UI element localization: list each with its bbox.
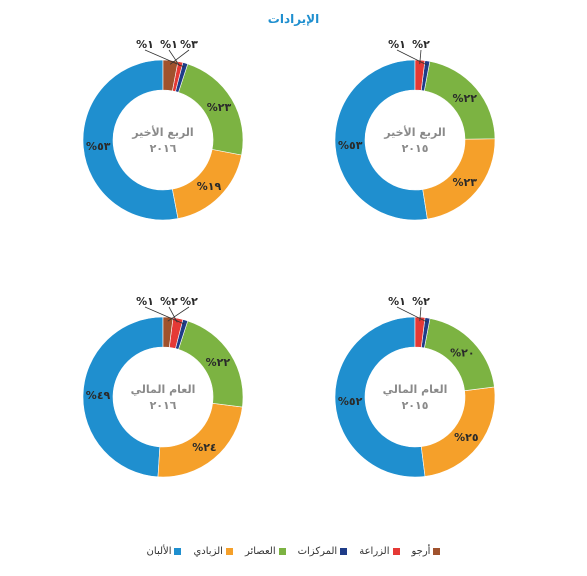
pct-label-fy-2016-3: %١ [136, 295, 154, 308]
pct-label-fy-2015-1: %٢٥ [454, 431, 479, 444]
legend-swatch-2 [278, 548, 286, 555]
legend-label-3: المركزات [297, 546, 338, 557]
center-year-q4-2016: ٢٠١٦ [150, 142, 177, 155]
pct-label-fy-2016-2: %٢٢ [206, 356, 231, 369]
center-year-q4-2015: ٢٠١٥ [402, 142, 429, 155]
pct-label-q4-2016-5: %٣ [180, 38, 198, 51]
leader-line-fy-2015-3 [396, 306, 428, 323]
legend: الألبان الزبادي العصائر المركزات الزراعة أرجو [0, 546, 587, 557]
leader-line-q4-2016-3 [144, 49, 185, 68]
legend-item-5: أرجو [412, 546, 441, 557]
legend-swatch-4 [392, 548, 400, 555]
legend-label-1: الزبادي [193, 546, 223, 557]
donut-fy-2016: %٤٩ %٢٤ %٢٢ %١ %٢ %٢ العام المالي ٢٠١٦ [82, 295, 244, 478]
center-label-q4-2015: الربع الأخير [383, 125, 445, 139]
leader-line-fy-2016-5 [167, 306, 190, 322]
legend-item-4: الزراعة [359, 546, 400, 557]
leader-line-q4-2016-5 [169, 49, 190, 65]
legend-item-0: الألبان [147, 546, 182, 557]
pct-label-q4-2015-2: %٢٢ [452, 92, 477, 105]
leader-line-q4-2015-3 [396, 49, 427, 66]
legend-swatch-3 [340, 548, 348, 555]
legend-item-1: الزبادي [193, 546, 233, 557]
legend-label-5: أرجو [411, 546, 431, 557]
pct-label-q4-2016-2: %٢٣ [207, 101, 232, 114]
legend-item-2: العصائر [245, 546, 286, 557]
pct-label-fy-2016-0: %٤٩ [86, 389, 111, 402]
center-year-fy-2016: ٢٠١٦ [150, 399, 177, 412]
legend-swatch-1 [225, 548, 233, 555]
legend-swatch-5 [433, 548, 441, 555]
pct-label-q4-2016-1: %١٩ [197, 180, 222, 193]
pct-label-fy-2015-0: %٥٢ [338, 395, 363, 408]
donut-slice-q4-2016-0 [82, 59, 179, 221]
donut-q4-2015: %٥٣ %٢٣ %٢٢ %١ %٢ الربع الأخير ٢٠١٥ [334, 38, 496, 221]
donut-slice-fy-2015-4 [414, 316, 426, 348]
pct-label-fy-2015-3: %١ [388, 295, 406, 308]
leader-line-fy-2016-4 [168, 306, 178, 323]
donut-slice-q4-2015-4 [414, 59, 426, 91]
donut-slice-fy-2015-0 [334, 316, 426, 478]
pct-label-q4-2015-3: %١ [388, 38, 406, 51]
pct-label-q4-2015-0: %٥٣ [338, 139, 363, 152]
pct-label-q4-2016-0: %٥٣ [86, 140, 111, 153]
legend-label-4: الزراعة [359, 546, 390, 557]
pct-label-fy-2015-2: %٢٠ [450, 347, 474, 360]
pct-label-q4-2016-3: %١ [136, 38, 154, 51]
legend-item-3: المركزات [298, 546, 348, 557]
center-label-fy-2015: العام المالي [383, 383, 448, 396]
pct-label-q4-2015-4: %٢ [412, 38, 430, 51]
donut-slice-q4-2016-5 [162, 59, 179, 92]
pct-label-fy-2016-4: %٢ [160, 295, 178, 308]
leader-line-q4-2016-4 [168, 49, 180, 67]
donut-slice-q4-2015-0 [334, 59, 428, 221]
leader-line-fy-2016-3 [144, 306, 185, 325]
legend-label-2: العصائر [244, 546, 276, 557]
legend-swatch-0 [174, 548, 182, 555]
pct-label-q4-2016-4: %١ [160, 38, 178, 51]
leader-line-q4-2015-4 [419, 49, 422, 65]
donut-slice-fy-2016-0 [82, 316, 164, 478]
pct-label-fy-2015-4: %٢ [412, 295, 430, 308]
center-year-fy-2015: ٢٠١٥ [402, 399, 429, 412]
center-label-fy-2016: العام المالي [131, 383, 196, 396]
chart-title: الإيرادات [267, 12, 320, 26]
pct-label-q4-2015-1: %٢٣ [452, 176, 477, 189]
pct-label-fy-2016-5: %٢ [180, 295, 198, 308]
donut-fy-2015: %٥٢ %٢٥ %٢٠ %١ %٢ العام المالي ٢٠١٥ [334, 295, 496, 478]
pct-label-fy-2016-1: %٢٤ [192, 441, 216, 454]
center-label-q4-2016: الربع الأخير [131, 125, 193, 139]
leader-line-fy-2015-4 [419, 306, 422, 322]
legend-label-0: الألبان [146, 546, 172, 557]
